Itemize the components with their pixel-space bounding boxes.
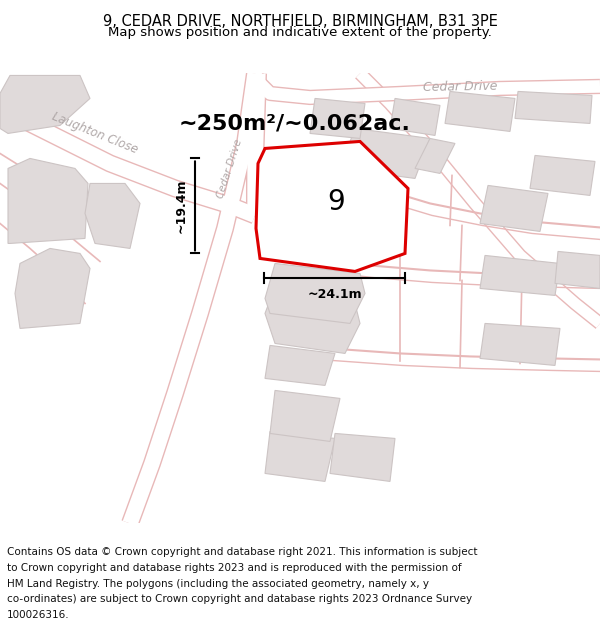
Polygon shape — [555, 251, 600, 289]
Text: Cedar Drive: Cedar Drive — [216, 138, 244, 199]
Polygon shape — [265, 346, 335, 386]
Polygon shape — [0, 76, 90, 133]
Polygon shape — [265, 274, 360, 354]
Text: 9: 9 — [327, 188, 345, 216]
Text: ~19.4m: ~19.4m — [175, 179, 187, 233]
Polygon shape — [480, 324, 560, 366]
Polygon shape — [260, 179, 360, 269]
Polygon shape — [265, 264, 365, 324]
Polygon shape — [445, 91, 515, 131]
Text: Map shows position and indicative extent of the property.: Map shows position and indicative extent… — [108, 26, 492, 39]
Polygon shape — [515, 91, 592, 124]
Text: co-ordinates) are subject to Crown copyright and database rights 2023 Ordnance S: co-ordinates) are subject to Crown copyr… — [7, 594, 472, 604]
Polygon shape — [8, 158, 88, 243]
Text: 100026316.: 100026316. — [7, 610, 70, 620]
Text: Laughton Close: Laughton Close — [50, 110, 140, 157]
Polygon shape — [270, 391, 340, 441]
Polygon shape — [265, 431, 335, 481]
Text: to Crown copyright and database rights 2023 and is reproduced with the permissio: to Crown copyright and database rights 2… — [7, 563, 462, 573]
Polygon shape — [340, 129, 430, 179]
Polygon shape — [530, 156, 595, 196]
Polygon shape — [15, 248, 90, 329]
Polygon shape — [256, 141, 408, 271]
Text: ~250m²/~0.062ac.: ~250m²/~0.062ac. — [179, 114, 411, 133]
Polygon shape — [330, 434, 395, 481]
Polygon shape — [310, 98, 365, 138]
Polygon shape — [480, 186, 548, 231]
Text: 9, CEDAR DRIVE, NORTHFIELD, BIRMINGHAM, B31 3PE: 9, CEDAR DRIVE, NORTHFIELD, BIRMINGHAM, … — [103, 14, 497, 29]
Text: Cedar Drive: Cedar Drive — [422, 79, 497, 94]
Text: Contains OS data © Crown copyright and database right 2021. This information is : Contains OS data © Crown copyright and d… — [7, 548, 478, 558]
Text: HM Land Registry. The polygons (including the associated geometry, namely x, y: HM Land Registry. The polygons (includin… — [7, 579, 429, 589]
Polygon shape — [390, 98, 440, 136]
Text: ~24.1m: ~24.1m — [307, 288, 362, 301]
Polygon shape — [480, 256, 560, 296]
Polygon shape — [415, 138, 455, 173]
Polygon shape — [85, 184, 140, 248]
